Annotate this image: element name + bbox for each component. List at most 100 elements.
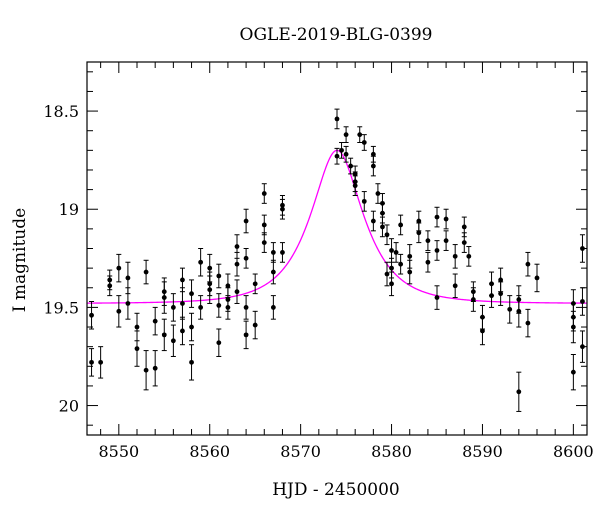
point-marker xyxy=(270,250,276,255)
point-marker xyxy=(125,275,131,281)
plot-frame xyxy=(86,61,588,436)
data-point xyxy=(216,293,222,318)
data-point xyxy=(116,253,122,283)
point-marker xyxy=(207,287,213,293)
data-point xyxy=(579,234,585,263)
data-point xyxy=(107,269,113,291)
point-marker xyxy=(343,132,349,138)
data-point xyxy=(452,244,458,269)
data-point xyxy=(189,312,195,342)
data-point xyxy=(189,344,195,381)
data-point xyxy=(389,257,395,279)
data-point xyxy=(384,261,390,287)
data-point xyxy=(425,230,431,251)
data-point xyxy=(143,350,149,391)
point-marker xyxy=(570,369,576,375)
data-points xyxy=(89,108,585,412)
data-point xyxy=(198,295,204,320)
point-marker xyxy=(389,248,394,253)
point-marker xyxy=(234,261,240,267)
data-point xyxy=(243,320,249,350)
point-marker xyxy=(375,191,381,196)
point-marker xyxy=(389,265,394,271)
x-tick-label: 8570 xyxy=(280,442,321,461)
data-point xyxy=(179,316,185,346)
data-point xyxy=(270,295,276,320)
point-marker xyxy=(234,289,240,295)
point-marker xyxy=(498,291,504,297)
data-point xyxy=(343,145,349,163)
point-marker xyxy=(270,304,276,310)
data-point xyxy=(270,242,276,263)
data-point xyxy=(98,346,104,379)
point-marker xyxy=(143,367,149,373)
point-marker xyxy=(398,261,404,267)
y-axis-label: I magnitude xyxy=(10,208,30,312)
data-point xyxy=(370,210,376,232)
point-marker xyxy=(343,151,349,157)
x-tick-label: 8580 xyxy=(371,442,412,461)
point-marker xyxy=(443,216,449,222)
x-tick-label: 8590 xyxy=(462,442,503,461)
y-tick-label: 18.5 xyxy=(43,102,79,121)
point-marker xyxy=(334,116,340,122)
point-marker xyxy=(116,308,122,314)
point-marker xyxy=(398,222,404,228)
point-marker xyxy=(357,132,363,138)
chart-title: OGLE-2019-BLG-0399 xyxy=(240,25,433,45)
data-point xyxy=(225,287,231,312)
data-point xyxy=(352,175,358,196)
point-marker xyxy=(407,269,413,275)
data-point xyxy=(375,183,381,204)
data-point xyxy=(470,281,476,303)
data-point xyxy=(579,287,585,316)
data-point xyxy=(198,248,204,277)
point-marker xyxy=(334,153,340,159)
point-marker xyxy=(261,191,267,196)
data-point xyxy=(452,273,458,299)
data-point xyxy=(398,253,404,275)
point-marker xyxy=(216,340,222,346)
point-marker xyxy=(452,283,458,289)
data-point xyxy=(498,281,504,306)
point-marker xyxy=(361,140,367,145)
data-point xyxy=(434,240,440,261)
data-point xyxy=(443,208,449,230)
data-point xyxy=(570,354,576,391)
data-point xyxy=(261,183,267,204)
data-point xyxy=(170,324,176,357)
data-point xyxy=(143,259,149,285)
point-marker xyxy=(434,214,440,220)
point-marker xyxy=(461,240,467,246)
point-marker xyxy=(116,265,122,271)
point-marker xyxy=(270,269,276,275)
point-marker xyxy=(470,289,476,295)
data-point xyxy=(216,263,222,289)
data-point xyxy=(489,283,495,308)
data-point xyxy=(443,230,449,251)
point-marker xyxy=(380,224,385,230)
data-point xyxy=(279,242,285,263)
point-marker xyxy=(170,338,176,344)
data-point xyxy=(516,295,522,328)
point-marker xyxy=(89,312,94,318)
data-point xyxy=(434,206,440,228)
data-point xyxy=(384,224,390,246)
data-point xyxy=(243,248,249,269)
point-marker xyxy=(243,218,249,224)
point-marker xyxy=(216,273,222,279)
point-marker xyxy=(252,281,258,287)
data-point xyxy=(189,279,195,308)
point-marker xyxy=(225,297,231,302)
point-marker xyxy=(107,277,113,283)
point-marker xyxy=(525,320,531,326)
data-point xyxy=(261,214,267,236)
data-point xyxy=(479,304,485,330)
point-marker xyxy=(216,303,222,308)
point-marker xyxy=(198,259,204,265)
point-marker xyxy=(352,183,358,189)
point-marker xyxy=(434,248,440,253)
x-tick-label: 8560 xyxy=(189,442,230,461)
data-point xyxy=(579,330,585,363)
point-marker xyxy=(125,301,131,306)
